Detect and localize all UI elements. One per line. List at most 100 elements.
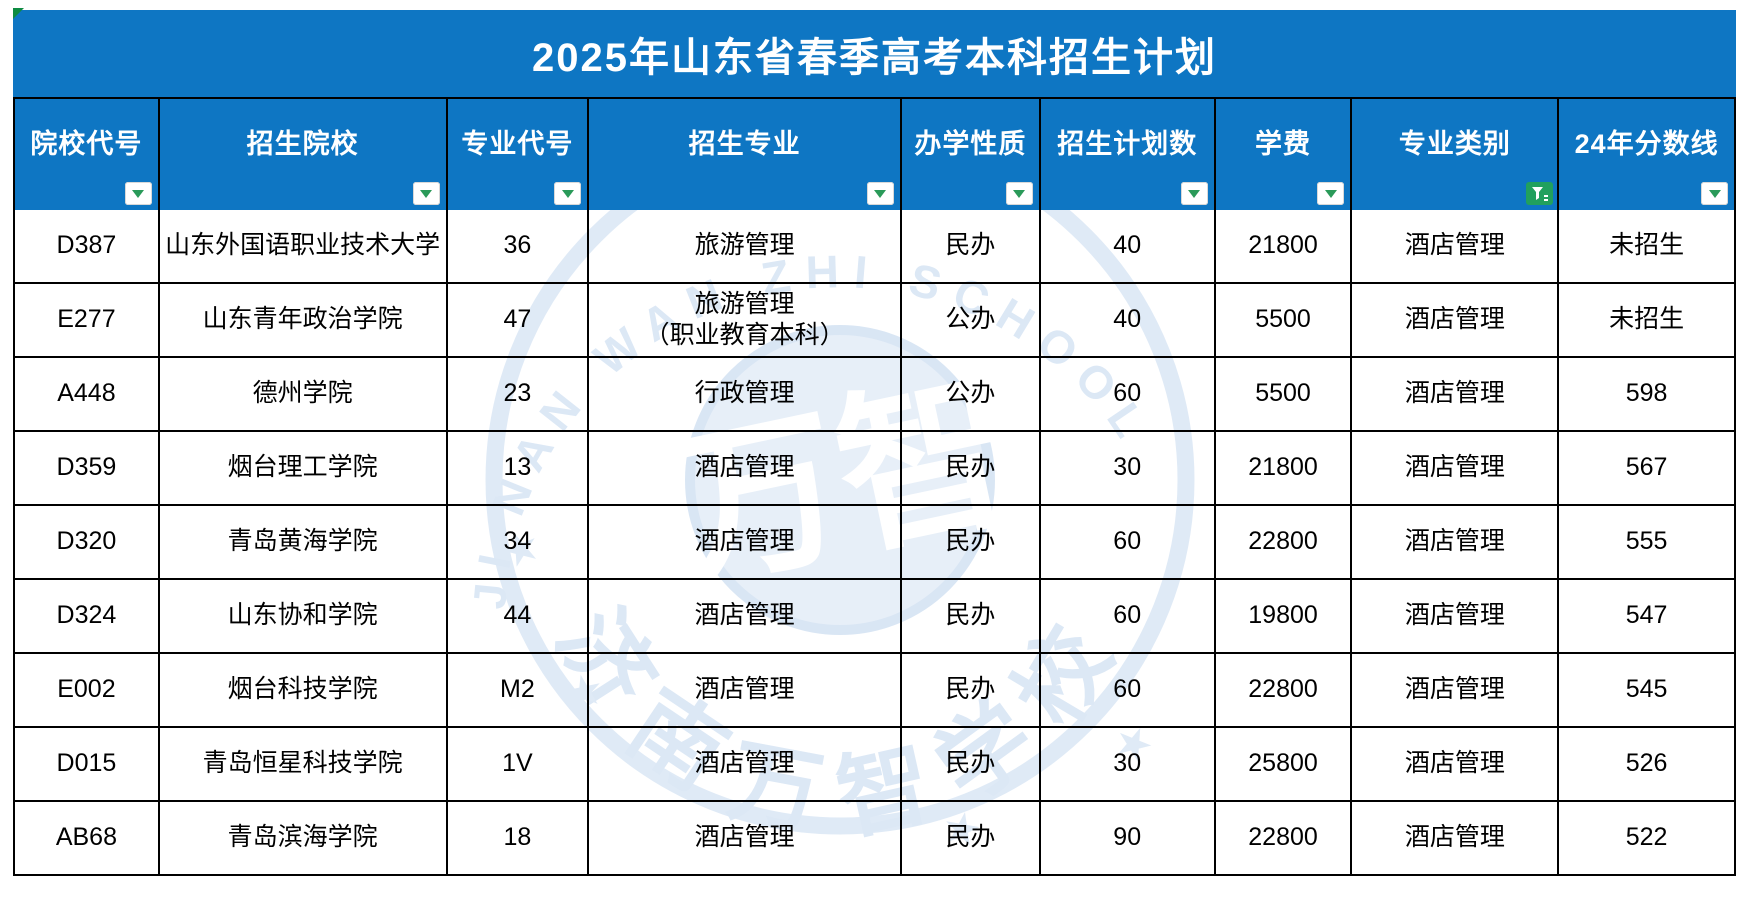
cell[interactable]: 19800 (1216, 580, 1353, 652)
column-header-major-category[interactable]: 专业类别 (1352, 99, 1560, 210)
cell[interactable]: 青岛恒星科技学院 (160, 728, 448, 800)
column-header-tuition[interactable]: 学费 (1216, 99, 1353, 210)
column-header-school-type[interactable]: 办学性质 (902, 99, 1041, 210)
column-header-major-code[interactable]: 专业代号 (448, 99, 590, 210)
cell[interactable]: D320 (15, 506, 160, 578)
cell[interactable]: 22800 (1216, 802, 1353, 874)
cell[interactable]: 民办 (902, 654, 1041, 726)
cell[interactable]: E277 (15, 284, 160, 356)
cell[interactable]: 公办 (902, 284, 1041, 356)
cell[interactable]: 民办 (902, 210, 1041, 282)
cell[interactable]: 民办 (902, 580, 1041, 652)
cell[interactable]: A448 (15, 358, 160, 430)
filter-dropdown-button[interactable] (554, 182, 582, 205)
cell[interactable]: 山东青年政治学院 (160, 284, 448, 356)
cell[interactable]: 22800 (1216, 506, 1353, 578)
cell[interactable]: 德州学院 (160, 358, 448, 430)
column-header-2024-score-line[interactable]: 24年分数线 (1559, 99, 1737, 210)
cell[interactable]: D324 (15, 580, 160, 652)
cell[interactable]: 40 (1041, 210, 1216, 282)
cell[interactable]: 山东外国语职业技术大学 (160, 210, 448, 282)
cell[interactable]: 酒店管理 (589, 654, 902, 726)
cell[interactable]: 酒店管理 (1352, 210, 1560, 282)
cell[interactable]: 酒店管理 (589, 432, 902, 504)
filter-dropdown-button[interactable] (412, 182, 440, 205)
column-header-school-name[interactable]: 招生院校 (160, 99, 448, 210)
cell[interactable]: 60 (1041, 358, 1216, 430)
cell[interactable]: 酒店管理 (1352, 802, 1560, 874)
cell[interactable]: 25800 (1216, 728, 1353, 800)
cell[interactable]: 未招生 (1559, 284, 1737, 356)
column-header-plan-count[interactable]: 招生计划数 (1041, 99, 1216, 210)
cell[interactable]: 民办 (902, 802, 1041, 874)
cell[interactable]: D015 (15, 728, 160, 800)
cell[interactable]: 5500 (1216, 358, 1353, 430)
cell[interactable]: 烟台理工学院 (160, 432, 448, 504)
cell[interactable]: 60 (1041, 506, 1216, 578)
cell[interactable]: 13 (448, 432, 590, 504)
cell[interactable]: 山东协和学院 (160, 580, 448, 652)
cell[interactable]: 22800 (1216, 654, 1353, 726)
cell[interactable]: 30 (1041, 728, 1216, 800)
cell[interactable]: 行政管理 (589, 358, 902, 430)
filter-dropdown-button[interactable] (124, 182, 152, 205)
cell[interactable]: 酒店管理 (1352, 728, 1560, 800)
cell[interactable]: 酒店管理 (1352, 654, 1560, 726)
cell[interactable]: 酒店管理 (1352, 284, 1560, 356)
cell[interactable]: 酒店管理 (1352, 432, 1560, 504)
cell[interactable]: 90 (1041, 802, 1216, 874)
cell[interactable]: 5500 (1216, 284, 1353, 356)
cell[interactable]: D359 (15, 432, 160, 504)
cell[interactable]: 34 (448, 506, 590, 578)
filter-dropdown-button[interactable] (1180, 182, 1208, 205)
cell[interactable]: 旅游管理 (589, 210, 902, 282)
cell[interactable]: 民办 (902, 432, 1041, 504)
cell[interactable]: 酒店管理 (589, 802, 902, 874)
cell[interactable]: 44 (448, 580, 590, 652)
cell[interactable]: 酒店管理 (589, 728, 902, 800)
cell[interactable]: 18 (448, 802, 590, 874)
cell[interactable]: 酒店管理 (589, 580, 902, 652)
cell[interactable]: 60 (1041, 580, 1216, 652)
cell[interactable]: 21800 (1216, 210, 1353, 282)
cell[interactable]: 青岛滨海学院 (160, 802, 448, 874)
cell[interactable]: E002 (15, 654, 160, 726)
cell[interactable]: 526 (1559, 728, 1737, 800)
cell[interactable]: D387 (15, 210, 160, 282)
filter-dropdown-button[interactable] (1701, 182, 1729, 205)
filter-dropdown-button[interactable] (866, 182, 894, 205)
cell[interactable]: 酒店管理 (1352, 580, 1560, 652)
filter-active-button[interactable] (1526, 182, 1554, 205)
cell[interactable]: 555 (1559, 506, 1737, 578)
cell[interactable]: AB68 (15, 802, 160, 874)
cell[interactable]: M2 (448, 654, 590, 726)
cell[interactable]: 545 (1559, 654, 1737, 726)
cell[interactable]: 522 (1559, 802, 1737, 874)
cell[interactable]: 民办 (902, 728, 1041, 800)
column-header-school-code[interactable]: 院校代号 (15, 99, 160, 210)
cell[interactable]: 青岛黄海学院 (160, 506, 448, 578)
filter-dropdown-button[interactable] (1317, 182, 1345, 205)
cell[interactable]: 民办 (902, 506, 1041, 578)
cell[interactable]: 30 (1041, 432, 1216, 504)
cell[interactable]: 547 (1559, 580, 1737, 652)
cell[interactable]: 未招生 (1559, 210, 1737, 282)
cell[interactable]: 1V (448, 728, 590, 800)
cell[interactable]: 旅游管理 （职业教育本科） (589, 284, 902, 356)
cell[interactable]: 567 (1559, 432, 1737, 504)
cell[interactable]: 烟台科技学院 (160, 654, 448, 726)
cell[interactable]: 酒店管理 (1352, 358, 1560, 430)
cell[interactable]: 23 (448, 358, 590, 430)
cell[interactable]: 598 (1559, 358, 1737, 430)
cell[interactable]: 40 (1041, 284, 1216, 356)
cell[interactable]: 酒店管理 (589, 506, 902, 578)
table-row: A448 德州学院 23 行政管理 公办 60 5500 酒店管理 598 (15, 358, 1737, 432)
cell[interactable]: 47 (448, 284, 590, 356)
column-header-major-name[interactable]: 招生专业 (589, 99, 902, 210)
filter-dropdown-button[interactable] (1005, 182, 1033, 205)
cell[interactable]: 21800 (1216, 432, 1353, 504)
cell[interactable]: 36 (448, 210, 590, 282)
cell[interactable]: 酒店管理 (1352, 506, 1560, 578)
cell[interactable]: 60 (1041, 654, 1216, 726)
cell[interactable]: 公办 (902, 358, 1041, 430)
